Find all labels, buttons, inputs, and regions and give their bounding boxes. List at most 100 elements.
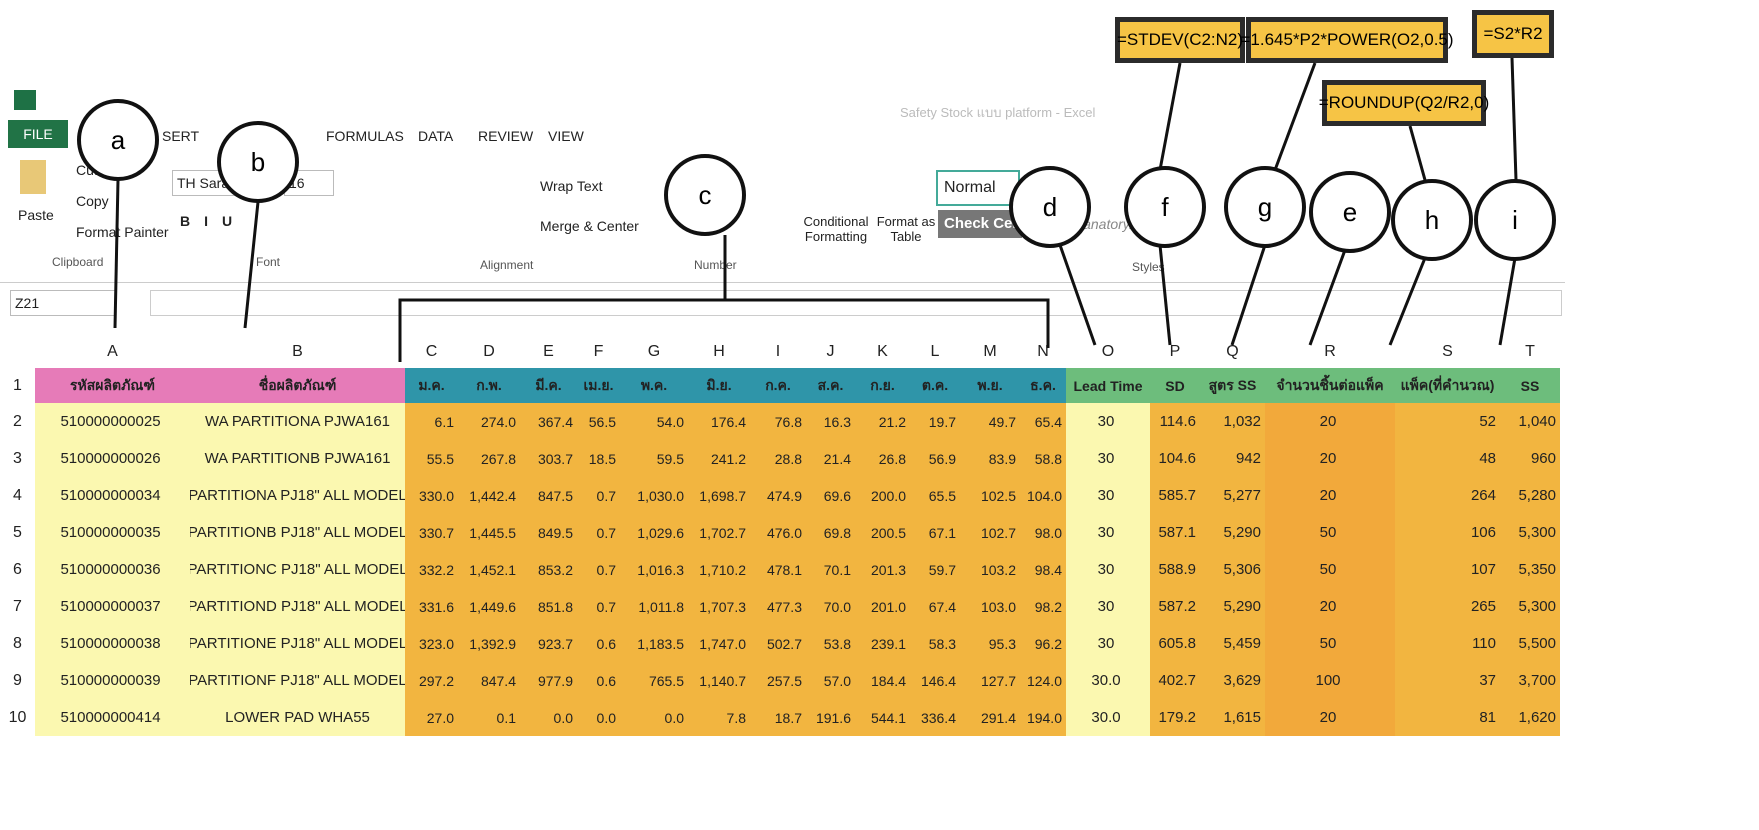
paste-button[interactable]: Paste [18,207,54,223]
data-cell: 106 [1395,514,1500,551]
data-cell: 0.0 [520,699,577,736]
data-cell: LOWER PAD WHA55 [190,699,405,736]
data-cell: 20 [1265,403,1395,440]
font-name-box[interactable]: TH Sarab [172,170,268,196]
data-cell: 27.0 [405,699,458,736]
data-cell: 30 [1066,403,1150,440]
data-cell: 510000000026 [35,440,190,477]
data-cell: 330.7 [405,514,458,551]
data-cell: 57.0 [806,662,855,699]
data-cell: 70.0 [806,588,855,625]
tab[interactable]: REVIEW [478,128,534,144]
data-cell: 977.9 [520,662,577,699]
data-cell: 1,747.0 [688,625,750,662]
data-cell: PARTITIONF PJ18" ALL MODEL [190,662,405,699]
formula-bar[interactable] [150,290,1562,316]
style-normal[interactable]: Normal [936,170,1020,206]
data-cell: 5,280 [1500,477,1560,514]
column-header: T [1525,343,1535,360]
data-cell: PARTITIONC PJ18" ALL MODEL [190,551,405,588]
copy-button[interactable]: Copy [76,193,109,209]
column-header: L [930,343,940,360]
formula-callout: =ROUNDUP(Q2/R2,0) [1319,80,1489,126]
data-cell: 5,300 [1500,514,1560,551]
conditional-formatting-button[interactable]: Conditional Formatting [803,214,869,244]
header-cell: ส.ค. [806,368,855,403]
header-cell: เม.ย. [577,368,620,403]
callout-label: a [111,125,126,155]
data-cell: 1,040 [1500,403,1560,440]
header-cell: ก.ย. [855,368,910,403]
data-cell: 331.6 [405,588,458,625]
column-header: D [483,343,495,360]
data-cell: 114.6 [1150,403,1200,440]
data-cell: 0.1 [458,699,520,736]
column-header: N [1037,343,1049,360]
data-cell: 20 [1265,440,1395,477]
data-cell: 6.1 [405,403,458,440]
name-box[interactable]: Z21 [10,290,116,316]
data-cell: 1,452.1 [458,551,520,588]
row-number: 5 [13,523,22,541]
row-number: 10 [8,708,27,726]
data-cell: 477.3 [750,588,806,625]
style-check-cell[interactable]: Check Cell [938,210,1022,238]
group-label: Styles [1132,260,1165,274]
tab[interactable]: SERT [162,128,200,144]
font-size-box[interactable]: 16 [284,170,334,196]
data-cell: 201.0 [855,588,910,625]
format-painter-button[interactable]: Format Painter [76,224,169,240]
wrap-text-button[interactable]: Wrap Text [540,178,603,194]
header-cell: มิ.ย. [688,368,750,403]
data-cell: 585.7 [1150,477,1200,514]
row-number: 3 [13,449,22,467]
style-explanatory[interactable]: lanatory... [1080,216,1141,232]
column-header: E [543,343,554,360]
merge-center-button[interactable]: Merge & Center [540,218,639,234]
group-label: Number [694,258,737,272]
data-cell: 264 [1395,477,1500,514]
font-buttons[interactable]: BIU [180,213,247,229]
header-cell: พ.ค. [620,368,688,403]
data-cell: 765.5 [620,662,688,699]
data-cell: 510000000036 [35,551,190,588]
data-cell: 81 [1395,699,1500,736]
data-cell: 0.0 [577,699,620,736]
data-cell: 102.5 [960,477,1020,514]
tab[interactable]: VIEW [548,128,584,144]
tab[interactable]: DATA [418,128,454,144]
data-cell: 26.8 [855,440,910,477]
data-cell: 267.8 [458,440,520,477]
paste-icon [20,160,46,194]
data-cell: 5,306 [1200,551,1265,588]
tab[interactable]: FORMULAS [326,128,404,144]
data-cell: 239.1 [855,625,910,662]
data-cell: 367.4 [520,403,577,440]
column-header: O [1101,343,1115,360]
data-cell: 50 [1265,625,1395,662]
data-cell: 20 [1265,588,1395,625]
format-as-table-button[interactable]: Format as Table [876,214,936,244]
column-header: F [593,343,604,360]
data-cell: 103.0 [960,588,1020,625]
data-cell: 50 [1265,514,1395,551]
header-cell: ก.ค. [750,368,806,403]
data-cell: 1,710.2 [688,551,750,588]
data-cell: 20 [1265,699,1395,736]
data-cell: 587.1 [1150,514,1200,551]
data-cell: 28.8 [750,440,806,477]
data-cell: 194.0 [1020,699,1066,736]
data-cell: 1,698.7 [688,477,750,514]
callout-label: i [1512,205,1518,235]
cut-button[interactable]: Cut [76,162,98,178]
data-cell: 1,183.5 [620,625,688,662]
formula-callout: =S2*R2 [1472,10,1554,58]
data-cell: 0.7 [577,551,620,588]
data-cell: 30 [1066,625,1150,662]
formula-callout: =STDEV(C2:N2) [1115,17,1245,63]
data-cell: 851.8 [520,588,577,625]
data-cell: 291.4 [960,699,1020,736]
data-cell: 1,702.7 [688,514,750,551]
tab-file[interactable]: FILE [8,120,68,148]
data-cell: 1,011.8 [620,588,688,625]
